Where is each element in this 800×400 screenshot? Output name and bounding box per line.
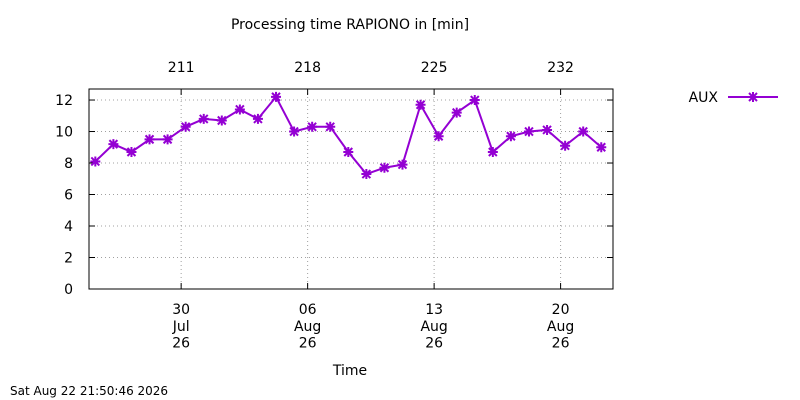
data-point xyxy=(361,169,372,180)
x-tick-label: 13 Aug 26 xyxy=(420,302,447,352)
x2-tick-label: 218 xyxy=(294,60,321,76)
y-tick-label: 12 xyxy=(55,93,73,109)
data-point xyxy=(144,134,155,145)
data-point xyxy=(469,95,480,106)
data-point xyxy=(234,104,245,115)
y-tick-label: 0 xyxy=(64,282,73,298)
data-point xyxy=(90,156,101,167)
x2-tick-label: 232 xyxy=(547,60,574,76)
data-point xyxy=(307,121,318,132)
data-point xyxy=(523,126,534,137)
data-point xyxy=(252,113,263,124)
data-point xyxy=(289,126,300,137)
x-tick-label: 06 Aug 26 xyxy=(294,302,321,352)
x-axis-label: Time xyxy=(332,363,367,379)
data-point xyxy=(560,140,571,151)
data-point xyxy=(379,162,390,173)
data-point xyxy=(180,121,191,132)
data-point xyxy=(325,121,336,132)
data-point xyxy=(162,134,173,145)
data-point xyxy=(397,159,408,170)
x-tick-label: 20 Aug 26 xyxy=(547,302,574,352)
data-point xyxy=(451,107,462,118)
y-tick-label: 4 xyxy=(64,219,73,235)
data-point xyxy=(415,99,426,110)
data-point xyxy=(542,124,553,135)
legend-marker xyxy=(748,92,758,102)
data-point xyxy=(578,126,589,137)
y-tick-label: 10 xyxy=(55,125,73,141)
data-point xyxy=(108,139,119,150)
y-tick-label: 2 xyxy=(64,251,73,267)
timestamp: Sat Aug 22 21:50:46 2026 xyxy=(10,384,168,398)
data-point xyxy=(487,146,498,157)
legend-label: AUX xyxy=(689,90,719,106)
data-point xyxy=(126,146,137,157)
chart-title: Processing time RAPIONO in [min] xyxy=(231,17,469,33)
data-point xyxy=(198,113,209,124)
x2-tick-label: 225 xyxy=(421,60,448,76)
x2-tick-label: 211 xyxy=(168,60,195,76)
y-tick-label: 8 xyxy=(64,156,73,172)
data-point xyxy=(343,146,354,157)
x-tick-label: 30 Jul 26 xyxy=(172,302,190,352)
y-tick-label: 6 xyxy=(64,188,73,204)
data-point xyxy=(271,91,282,102)
data-point xyxy=(433,131,444,142)
data-point xyxy=(216,115,227,126)
data-point xyxy=(596,142,607,153)
data-point xyxy=(505,131,516,142)
plot-frame xyxy=(88,88,614,290)
